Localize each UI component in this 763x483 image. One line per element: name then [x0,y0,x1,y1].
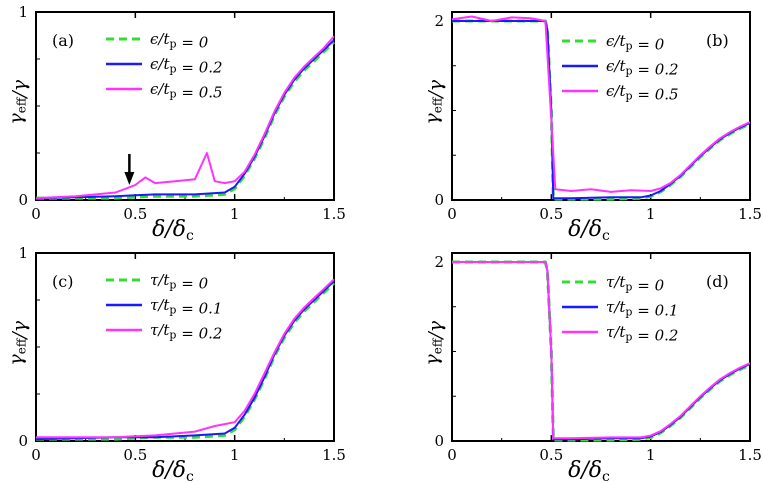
series-line-1 [35,280,335,441]
x-tick-label: 0 [447,446,457,464]
series-line-2 [35,35,335,200]
x-tick-label: 1 [230,205,240,223]
legend-entry: τ/tp = 0.1 [606,298,678,319]
series-line-2 [451,15,751,193]
x-tick-label: 1.5 [738,205,762,223]
annotation-arrow-icon [124,172,135,185]
x-tick-label: 1 [646,446,656,464]
x-tick-label: 1 [230,446,240,464]
panel-a: 0 0.5 1 1.5 0 1 δ/δc γeff/γ (a) ϵ/tp = 0 ϵ/tp = 0.… [5,3,346,244]
y-tick-label: 2 [434,253,444,271]
x-axis-label: δ/δc [568,217,610,244]
y-tick-label: 0 [434,191,444,209]
x-axis-label: δ/δc [152,217,194,244]
series-line-2 [36,278,335,439]
x-tick-label: 0.5 [539,446,563,464]
y-tick-label: 1 [18,3,28,21]
x-tick-label: 0 [31,446,41,464]
x-axis-label: δ/δc [152,458,194,483]
x-tick-label: 1 [646,205,656,223]
panel-label: (c) [52,272,73,291]
legend-entry: ϵ/tp = 0 [606,32,665,53]
legend-entry: ϵ/tp = 0 [150,30,209,51]
legend-entry: ϵ/tp = 0.2 [606,57,679,78]
y-axis-label: γeff/γ [5,79,31,124]
panel-d: 0 0.5 1 1.5 0 2 δ/δc γeff/γ (d) τ/tp = 0 τ/tp = 0.… [421,252,762,483]
x-tick-label: 1.5 [738,446,762,464]
y-axis-label: γeff/γ [5,320,31,365]
legend-entry: τ/tp = 0.1 [150,296,222,317]
legend-entry: ϵ/tp = 0.2 [150,55,223,76]
legend-entry: τ/tp = 0.2 [606,323,678,344]
x-tick-label: 1.5 [322,446,346,464]
legend-entry: τ/tp = 0 [150,271,209,292]
x-tick-label: 0 [31,205,41,223]
x-tick-label: 0.5 [123,205,147,223]
series-line-2 [452,261,751,440]
x-axis-label: δ/δc [568,458,610,483]
legend-entry: ϵ/tp = 0.5 [606,82,679,103]
y-tick-label: 1 [18,244,28,262]
x-tick-label: 0 [447,205,457,223]
panel-c: 0 0.5 1 1.5 0 1 δ/δc γeff/γ (c) τ/tp = 0 τ/tp = 0.… [5,244,346,483]
panel-label: (d) [706,272,729,291]
panel-b: 0 0.5 1 1.5 0 2 δ/δc γeff/γ (b) ϵ/tp = 0 ϵ/tp = 0.… [421,11,762,244]
legend-entry: τ/tp = 0 [606,273,665,294]
x-tick-label: 0.5 [539,205,563,223]
y-tick-label: 2 [434,12,444,30]
y-tick-label: 0 [18,191,28,209]
y-axis-label: γeff/γ [421,320,447,365]
y-tick-label: 0 [18,432,28,450]
panel-label: (b) [706,31,729,50]
x-tick-label: 0.5 [123,446,147,464]
x-tick-label: 1.5 [322,205,346,223]
y-axis-label: γeff/γ [421,79,447,124]
legend-entry: ϵ/tp = 0.5 [150,80,223,101]
y-tick-label: 0 [434,432,444,450]
legend-entry: τ/tp = 0.2 [150,321,222,342]
panel-label: (a) [52,31,74,50]
